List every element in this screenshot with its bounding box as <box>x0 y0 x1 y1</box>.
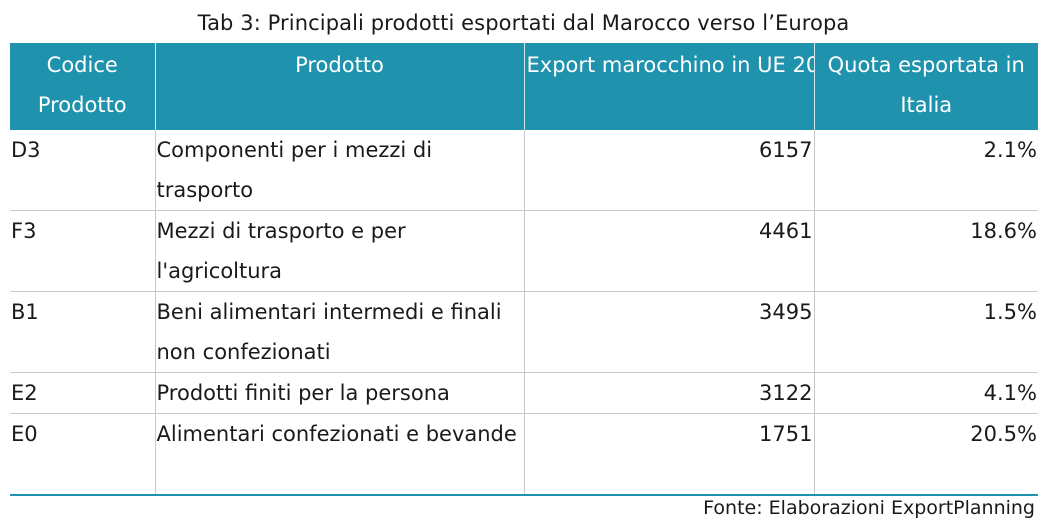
header-quota: Quota esportata in Italia <box>813 43 1038 130</box>
export-table: Codice Prodotto Prodotto Export marocchi… <box>10 43 1038 496</box>
cell-product: Mezzi di trasporto e per l'agricoltura <box>154 210 524 292</box>
cell-share: 4.1% <box>813 372 1038 414</box>
table-row: E0 Alimentari confezionati e bevande 175… <box>10 413 1038 496</box>
cell-code: E2 <box>10 372 155 414</box>
cell-export: 3122 <box>523 372 814 414</box>
cell-product: Componenti per i mezzi di trasporto <box>154 130 524 211</box>
cell-share: 2.1% <box>813 130 1038 211</box>
cell-export: 4461 <box>523 210 814 292</box>
cell-export: 3495 <box>523 291 814 373</box>
cell-code: B1 <box>10 291 155 373</box>
cell-code: F3 <box>10 210 155 292</box>
cell-code: D3 <box>10 130 155 211</box>
table-row: E2 Prodotti finiti per la persona 3122 4… <box>10 372 1038 414</box>
source-note: Fonte: Elaborazioni ExportPlanning <box>703 497 1035 519</box>
table-row: F3 Mezzi di trasporto e per l'agricoltur… <box>10 210 1038 292</box>
cell-product: Prodotti finiti per la persona <box>154 372 524 414</box>
header-export: Export marocchino in UE 2025 (mln EUR) <box>523 43 815 130</box>
header-row: Codice Prodotto Prodotto Export marocchi… <box>10 43 1038 130</box>
cell-export: 1751 <box>523 413 814 496</box>
header-prodotto: Prodotto <box>154 43 524 130</box>
cell-share: 20.5% <box>813 413 1038 496</box>
cell-share: 1.5% <box>813 291 1038 373</box>
cell-product: Beni alimentari intermedi e finali non c… <box>154 291 524 373</box>
cell-code: E0 <box>10 413 155 496</box>
table-title: Tab 3: Principali prodotti esportati dal… <box>197 11 850 35</box>
header-codice-prodotto: Codice Prodotto <box>10 43 155 130</box>
table-row: D3 Componenti per i mezzi di trasporto 6… <box>10 130 1038 211</box>
cell-export: 6157 <box>523 130 814 211</box>
cell-share: 18.6% <box>813 210 1038 292</box>
header-export-text: Export marocchino in UE 2025 (mln EUR) <box>526 53 815 77</box>
table-row: B1 Beni alimentari intermedi e finali no… <box>10 291 1038 373</box>
cell-product: Alimentari confezionati e bevande <box>154 413 524 496</box>
